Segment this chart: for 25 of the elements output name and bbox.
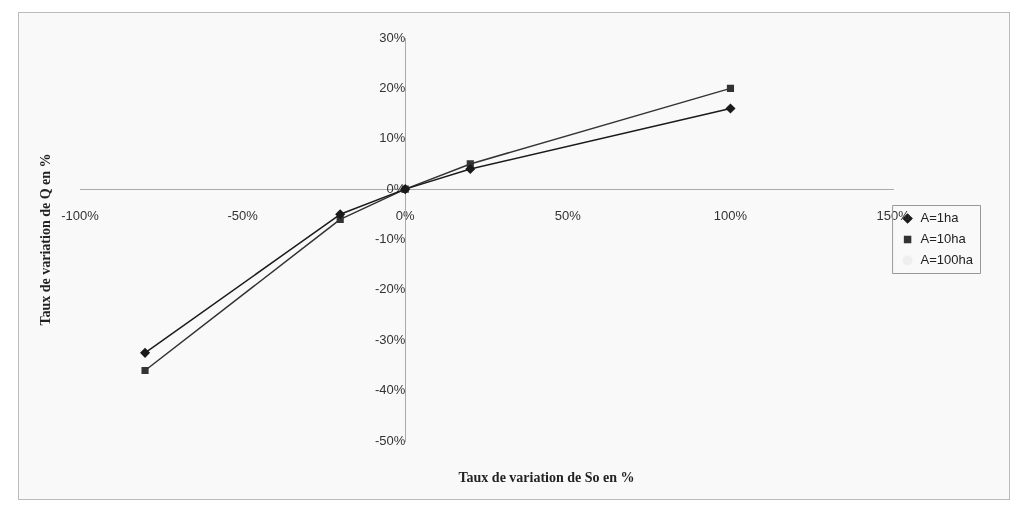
point (141, 366, 149, 375)
y-tick-label: -30% (374, 331, 406, 347)
legend-label: A=10ha (920, 231, 967, 247)
x-tick-label: 0% (395, 207, 416, 223)
y-tick-label: -50% (374, 432, 406, 448)
y-tick-label: -20% (374, 281, 406, 297)
point (726, 84, 735, 92)
point (725, 103, 736, 114)
x-tick-label: -50% (227, 207, 259, 223)
x-axis-title: Taux de variation de So en % (458, 469, 635, 485)
point (335, 209, 345, 220)
point (465, 164, 476, 174)
point (140, 348, 150, 358)
y-tick-label: 20% (379, 79, 406, 95)
x-tick-label: 50% (554, 207, 582, 223)
legend-label: A=1ha (920, 210, 960, 226)
x-tick-label: 100% (713, 207, 748, 223)
x-tick-label: 150% (876, 207, 911, 223)
y-tick-label: -10% (374, 231, 406, 247)
y-tick-label: -40% (374, 382, 406, 398)
y-tick-label: 10% (379, 130, 406, 146)
legend-label: A=100ha (920, 252, 974, 268)
x-tick-label: -100% (61, 207, 100, 223)
y-axis-title: Taux de variation de Q en % (37, 153, 53, 326)
y-tick-label: 30% (379, 29, 406, 45)
